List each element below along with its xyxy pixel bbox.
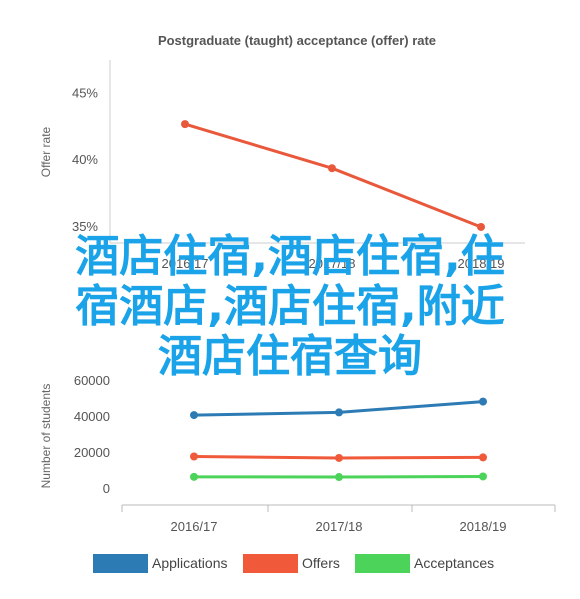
y-tick-label: 0 (103, 481, 110, 496)
data-point-acceptances[interactable] (479, 472, 487, 481)
data-point-acceptances[interactable] (190, 472, 198, 481)
data-point[interactable] (328, 164, 336, 173)
data-point-acceptances[interactable] (335, 473, 343, 482)
data-point[interactable] (181, 120, 189, 129)
overlay-text-line-2: 宿酒店,酒店住宿,附近 (75, 281, 505, 332)
data-point-offers[interactable] (335, 453, 343, 462)
data-point-applications[interactable] (190, 411, 198, 420)
overlay-text-line-1: 酒店住宿,酒店住宿,住 (75, 231, 505, 282)
y-axis-title: Offer rate (39, 126, 53, 177)
chart-offer-rate: Postgraduate (taught) acceptance (offer)… (39, 33, 525, 271)
x-tick-label: 2016/17 (171, 519, 218, 534)
y-tick-label: 45% (72, 85, 98, 100)
y-tick-label: 60000 (74, 373, 110, 388)
x-tick-label: 2016/17 (162, 256, 209, 271)
y-tick-label: 35% (72, 219, 98, 234)
legend-label-acceptances[interactable]: Acceptances (414, 555, 494, 571)
legend: Applications Offers Acceptances (93, 554, 494, 573)
chart-title: Postgraduate (taught) acceptance (offer)… (158, 33, 436, 48)
legend-swatch-offers[interactable] (243, 554, 298, 573)
legend-label-offers[interactable]: Offers (302, 555, 340, 571)
data-point[interactable] (477, 222, 485, 231)
y-tick-label: 40% (72, 152, 98, 167)
y-tick-label: 40000 (74, 409, 110, 424)
overlay-text-line-3: 酒店住宿查询 (158, 331, 422, 382)
y-tick-label: 20000 (74, 445, 110, 460)
x-tick-label: 2017/18 (309, 256, 356, 271)
x-tick-label: 2018/19 (460, 519, 507, 534)
legend-swatch-applications[interactable] (93, 554, 148, 573)
data-point-applications[interactable] (479, 397, 487, 406)
legend-label-applications[interactable]: Applications (152, 555, 228, 571)
data-point-offers[interactable] (190, 452, 198, 461)
series-line (184, 122, 482, 229)
data-point-applications[interactable] (335, 408, 343, 417)
chart-student-numbers: Number of students 0 20000 40000 60000 2016… (39, 373, 556, 534)
data-point-offers[interactable] (479, 453, 487, 462)
y-axis-title: Number of students (39, 384, 53, 489)
x-tick-label: 2017/18 (316, 519, 363, 534)
x-tick-label: 2018/19 (458, 256, 505, 271)
legend-swatch-acceptances[interactable] (355, 554, 410, 573)
